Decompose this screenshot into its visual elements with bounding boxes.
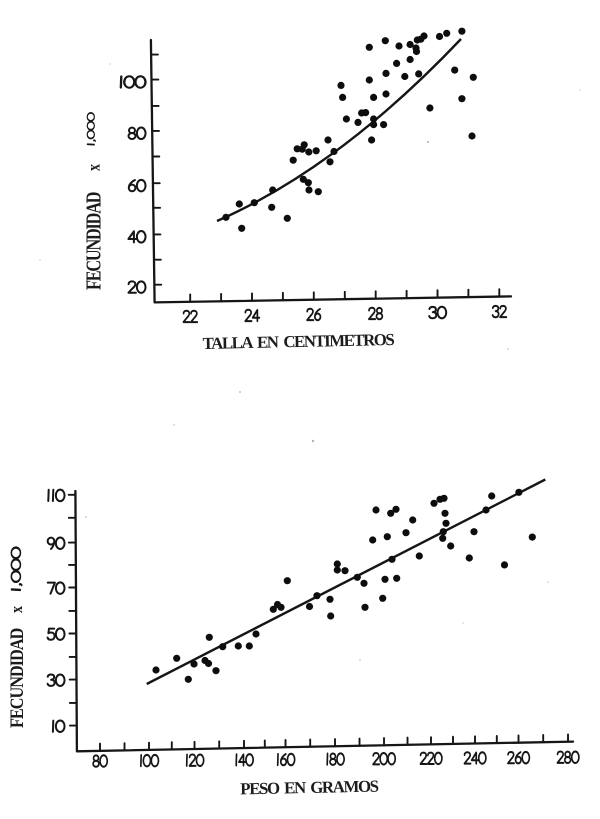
svg-text:TALLA EN CENTIMETROS: TALLA EN CENTIMETROS — [202, 330, 394, 353]
svg-text:x: x — [8, 606, 26, 613]
svg-text:x: x — [85, 164, 104, 171]
svg-text:FECUNDIDAD: FECUNDIDAD — [82, 192, 106, 290]
svg-text:PESO EN GRAMOS: PESO EN GRAMOS — [240, 777, 379, 799]
svg-text:FECUNDIDAD: FECUNDIDAD — [6, 628, 28, 728]
